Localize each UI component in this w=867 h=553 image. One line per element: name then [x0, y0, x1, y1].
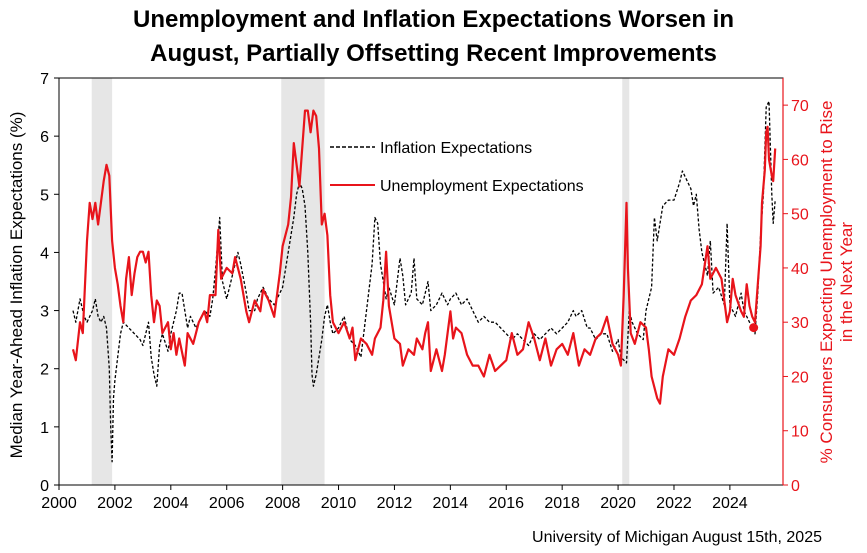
recession-shading: [91, 78, 630, 485]
x-axis-ticks: 2000 2002 2004 2006 2008 2010 2012 2014 2016 2018…: [41, 485, 748, 512]
right-axis-label-line-2: in the Next Year: [837, 222, 856, 342]
chart-title-line-2: August, Partially Offsetting Recent Impr…: [150, 40, 717, 67]
x-tick-label-2016: 2016: [488, 495, 524, 512]
right-tick-label-30: 30: [791, 315, 809, 332]
left-tick-label-7: 7: [40, 71, 49, 88]
x-tick-label-2024: 2024: [712, 495, 748, 512]
left-tick-label-5: 5: [40, 187, 49, 204]
x-tick-label-2012: 2012: [377, 495, 413, 512]
left-tick-label-3: 3: [40, 304, 49, 321]
x-tick-label-2014: 2014: [433, 495, 469, 512]
legend: Inflation Expectations Unemployment Expe…: [330, 140, 584, 195]
left-tick-label-2: 2: [40, 362, 49, 379]
right-tick-label-40: 40: [791, 261, 809, 278]
right-tick-label-20: 20: [791, 369, 809, 386]
legend-label-unemployment: Unemployment Expectations: [380, 178, 584, 195]
right-tick-label-70: 70: [791, 98, 809, 115]
x-tick-label-2022: 2022: [656, 495, 692, 512]
left-tick-label-4: 4: [40, 245, 49, 262]
right-tick-label-50: 50: [791, 207, 809, 224]
x-tick-label-2018: 2018: [544, 495, 580, 512]
right-tick-label-10: 10: [791, 424, 809, 441]
unemployment-expectations-line: [71, 109, 777, 405]
right-tick-label-0: 0: [791, 478, 800, 495]
right-axis-label-line-1: % Consumers Expecting Unemployment to Ri…: [817, 101, 836, 464]
x-tick-label-2002: 2002: [97, 495, 133, 512]
right-axis-ticks: 0 10 20 30 40 50 60 70: [783, 98, 809, 495]
left-tick-label-6: 6: [40, 129, 49, 146]
plot-frame: [58, 77, 784, 486]
x-tick-label-2000: 2000: [41, 495, 77, 512]
left-axis-label: Median Year-Ahead Inflation Expectations…: [7, 112, 26, 459]
inflation-expectations-line: [72, 100, 776, 463]
left-tick-label-1: 1: [40, 420, 49, 437]
left-tick-label-0: 0: [40, 478, 49, 495]
series-layer: [71, 100, 777, 463]
recession-band-1: [91, 78, 113, 485]
right-tick-label-60: 60: [791, 152, 809, 169]
left-axis-ticks: 0 1 2 3 4 5 6 7: [40, 71, 59, 495]
source-note: University of Michigan August 15th, 2025: [532, 529, 822, 546]
x-tick-label-2004: 2004: [153, 495, 189, 512]
x-tick-label-2010: 2010: [321, 495, 357, 512]
x-tick-label-2006: 2006: [209, 495, 245, 512]
unemployment-latest-marker: [749, 323, 759, 333]
chart-title-line-1: Unemployment and Inflation Expectations …: [133, 6, 734, 33]
legend-label-inflation: Inflation Expectations: [380, 140, 532, 157]
recession-band-3: [622, 78, 630, 485]
x-tick-label-2008: 2008: [265, 495, 301, 512]
x-tick-label-2020: 2020: [600, 495, 636, 512]
